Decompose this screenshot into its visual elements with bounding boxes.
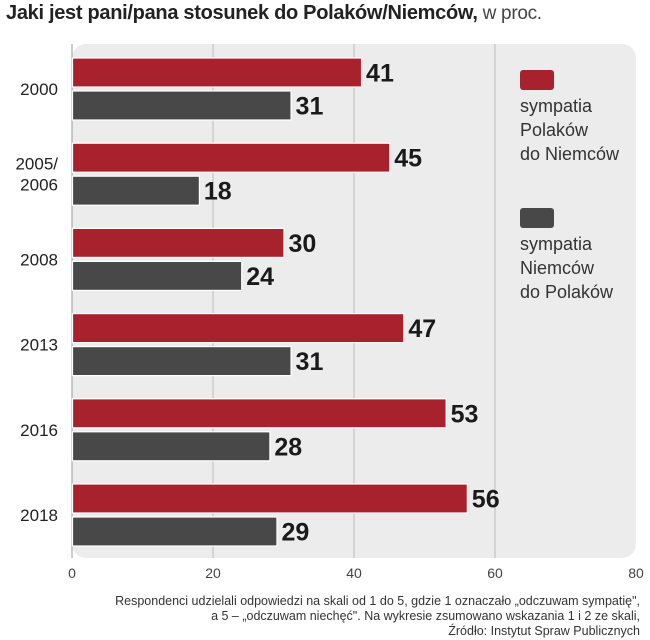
data-label: 30 xyxy=(289,230,317,258)
data-label: 18 xyxy=(204,178,232,206)
x-tick-label: 20 xyxy=(205,565,221,581)
x-tick-label: 0 xyxy=(68,565,76,581)
bar xyxy=(71,142,391,173)
bar-chart: 0 20 40 60 80 41 31 2000 45 18 2005/2006 30 24 2008 47… xyxy=(15,44,644,581)
bar xyxy=(71,483,468,514)
source-note: Źródło: Instytut Spraw Publicznych xyxy=(448,624,640,638)
data-label: 56 xyxy=(472,486,500,514)
data-label: 31 xyxy=(296,348,324,376)
category-label: 2005/ xyxy=(15,155,58,174)
category-label: 2006 xyxy=(20,176,58,195)
bar xyxy=(71,90,292,121)
bar xyxy=(71,431,271,462)
data-label: 28 xyxy=(274,433,302,461)
x-tick-label: 40 xyxy=(346,565,362,581)
legend-label: do Niemców xyxy=(520,144,620,164)
bar xyxy=(71,175,201,206)
bar xyxy=(71,398,447,429)
legend-swatch xyxy=(520,70,554,90)
category-label: 2013 xyxy=(20,336,58,355)
x-tick-label: 80 xyxy=(628,565,644,581)
bar xyxy=(71,260,243,291)
bar xyxy=(71,516,278,547)
chart-title: Jaki jest pani/pana stosunek do Polaków/… xyxy=(6,2,542,25)
legend-label: Niemców xyxy=(520,258,595,278)
category-label: 2000 xyxy=(20,80,58,99)
bar xyxy=(71,346,292,377)
chart-title-main: Jaki jest pani/pana stosunek do Polaków/… xyxy=(6,2,478,24)
data-label: 29 xyxy=(281,519,309,547)
legend-swatch xyxy=(520,208,554,228)
bar xyxy=(71,57,363,88)
data-label: 31 xyxy=(296,93,324,121)
category-label: 2018 xyxy=(20,506,58,525)
chart-footnote: Respondenci udzielali odpowiedzi na skal… xyxy=(115,594,640,639)
legend-label: sympatia xyxy=(520,96,593,116)
bar xyxy=(71,227,285,258)
legend-label: Polaków xyxy=(520,120,589,140)
category-label: 2008 xyxy=(20,250,58,269)
data-label: 53 xyxy=(451,400,479,428)
data-label: 24 xyxy=(246,263,274,291)
category-label: 2016 xyxy=(20,421,58,440)
legend-label: sympatia xyxy=(520,234,593,254)
data-label: 47 xyxy=(408,315,436,343)
chart-title-unit: w proc. xyxy=(477,3,542,24)
x-tick-label: 60 xyxy=(487,565,503,581)
bar xyxy=(71,313,405,344)
data-label: 45 xyxy=(394,145,422,173)
footnote-line-2: a 5 – „odczuwam niechęć". Na wykresie zs… xyxy=(211,609,640,623)
legend-label: do Polaków xyxy=(520,282,614,302)
footnote-line-1: Respondenci udzielali odpowiedzi na skal… xyxy=(115,594,640,608)
data-label: 41 xyxy=(366,60,394,88)
